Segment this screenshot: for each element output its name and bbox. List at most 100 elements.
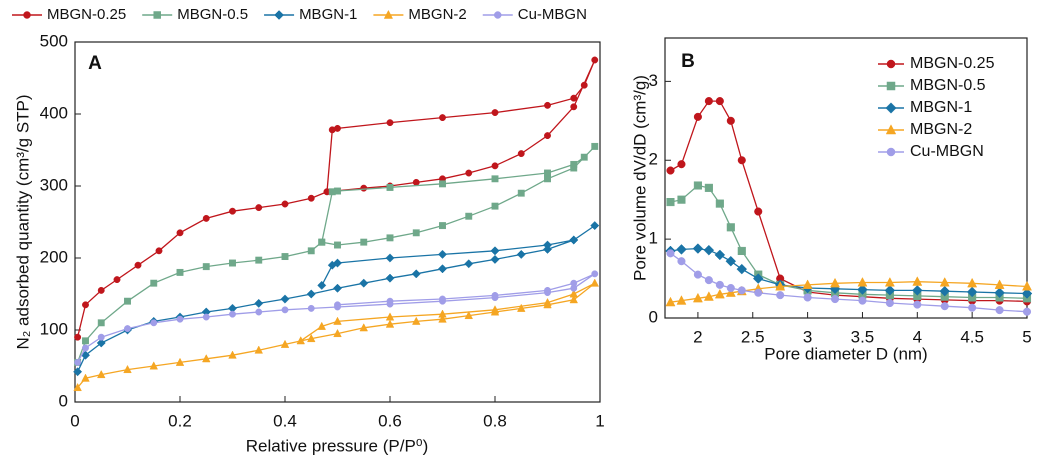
series-line bbox=[76, 145, 596, 363]
marker bbox=[737, 246, 746, 256]
marker bbox=[677, 195, 686, 204]
marker bbox=[939, 285, 951, 297]
marker bbox=[676, 244, 687, 255]
marker bbox=[327, 260, 337, 270]
marker bbox=[464, 310, 474, 320]
marker bbox=[677, 160, 686, 169]
series-line bbox=[670, 100, 1028, 303]
y-tick-label: 0 bbox=[649, 307, 658, 326]
marker bbox=[124, 325, 131, 333]
marker bbox=[255, 256, 263, 264]
marker bbox=[412, 178, 420, 186]
marker bbox=[967, 277, 978, 288]
series-line bbox=[77, 273, 596, 363]
marker bbox=[725, 255, 737, 267]
marker bbox=[676, 295, 687, 305]
marker bbox=[516, 303, 526, 312]
marker bbox=[591, 142, 599, 150]
marker bbox=[665, 296, 676, 307]
marker bbox=[176, 268, 184, 276]
legend-marker bbox=[885, 102, 897, 114]
marker bbox=[994, 279, 1005, 289]
marker bbox=[912, 276, 923, 286]
plot-frame bbox=[74, 41, 601, 403]
marker bbox=[411, 269, 421, 279]
marker bbox=[202, 214, 210, 222]
legend-marker bbox=[494, 11, 502, 19]
marker bbox=[703, 291, 714, 301]
marker bbox=[1021, 288, 1033, 299]
marker bbox=[437, 264, 448, 274]
marker bbox=[714, 249, 726, 261]
marker bbox=[885, 298, 894, 308]
legend-label: MBGN-2 bbox=[910, 121, 972, 138]
marker bbox=[386, 297, 394, 305]
marker bbox=[542, 240, 553, 250]
marker bbox=[439, 222, 446, 230]
marker bbox=[333, 316, 342, 325]
marker bbox=[134, 261, 142, 269]
marker bbox=[544, 286, 551, 294]
marker bbox=[307, 194, 315, 202]
marker bbox=[386, 119, 394, 127]
marker bbox=[754, 288, 763, 297]
marker bbox=[912, 285, 923, 296]
marker bbox=[385, 253, 395, 263]
marker bbox=[465, 212, 473, 220]
marker bbox=[385, 312, 395, 321]
marker bbox=[544, 132, 551, 140]
marker bbox=[334, 241, 341, 249]
marker bbox=[281, 253, 289, 261]
legend-marker bbox=[274, 10, 284, 20]
x-tick-label: 2.5 bbox=[741, 327, 765, 346]
legend-marker bbox=[383, 9, 394, 19]
marker bbox=[74, 358, 82, 366]
marker bbox=[202, 313, 210, 321]
y-axis-label: N₂ adsorbed quantity (cm³/g STP) bbox=[13, 94, 32, 349]
marker bbox=[715, 199, 724, 208]
marker bbox=[74, 333, 82, 341]
marker bbox=[775, 280, 786, 291]
marker bbox=[280, 294, 290, 304]
marker bbox=[254, 298, 264, 308]
legend-label: MBGN-0.25 bbox=[47, 6, 126, 23]
marker bbox=[693, 270, 702, 279]
x-tick-label: 0.4 bbox=[273, 411, 297, 430]
marker bbox=[517, 189, 525, 197]
x-tick-label: 5 bbox=[1022, 327, 1031, 346]
legend-label: MBGN-0.5 bbox=[177, 6, 248, 23]
marker bbox=[465, 169, 473, 177]
marker bbox=[714, 288, 725, 299]
marker bbox=[692, 292, 703, 303]
marker bbox=[464, 259, 474, 269]
marker bbox=[176, 315, 184, 323]
marker bbox=[725, 287, 736, 297]
marker bbox=[754, 207, 763, 216]
marker bbox=[97, 333, 105, 341]
marker bbox=[580, 81, 588, 89]
x-tick-label: 3 bbox=[803, 327, 812, 346]
marker bbox=[693, 112, 702, 121]
plot-frame bbox=[664, 37, 1028, 319]
marker bbox=[82, 301, 89, 309]
y-tick-label: 0 bbox=[59, 391, 68, 410]
marker bbox=[307, 247, 315, 255]
marker bbox=[666, 198, 675, 207]
marker bbox=[715, 280, 724, 289]
marker bbox=[306, 333, 316, 343]
marker bbox=[490, 246, 500, 256]
marker bbox=[317, 321, 327, 330]
marker bbox=[229, 259, 236, 267]
marker bbox=[736, 263, 748, 275]
marker bbox=[726, 223, 735, 232]
marker bbox=[439, 180, 446, 188]
legend-label: MBGN-2 bbox=[408, 6, 466, 23]
marker bbox=[386, 234, 394, 242]
y-tick-label: 500 bbox=[40, 31, 68, 50]
x-tick-label: 4.5 bbox=[960, 327, 984, 346]
legend-marker bbox=[886, 147, 896, 157]
legend-label: MBGN-1 bbox=[299, 6, 357, 23]
legend-label: Cu-MBGN bbox=[518, 6, 587, 23]
x-tick-label: 3.5 bbox=[851, 327, 875, 346]
x-tick-label: 2 bbox=[693, 327, 702, 346]
